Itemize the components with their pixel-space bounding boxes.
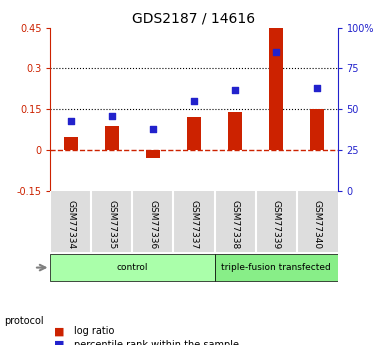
Title: GDS2187 / 14616: GDS2187 / 14616 — [132, 11, 256, 25]
Text: GSM77338: GSM77338 — [230, 200, 239, 249]
Text: GSM77336: GSM77336 — [149, 200, 158, 249]
Point — [191, 98, 197, 104]
FancyBboxPatch shape — [50, 254, 215, 282]
Text: GSM77337: GSM77337 — [189, 200, 199, 249]
Point — [273, 49, 279, 55]
Bar — [269, 25, 283, 150]
FancyBboxPatch shape — [215, 254, 338, 282]
Point — [109, 113, 115, 119]
Bar — [64, 137, 78, 150]
Text: protocol: protocol — [4, 316, 43, 326]
Text: GSM77339: GSM77339 — [272, 200, 281, 249]
Text: log ratio: log ratio — [74, 326, 114, 336]
Bar — [187, 117, 201, 150]
Point — [232, 87, 238, 92]
Bar — [146, 150, 160, 158]
Bar — [105, 126, 119, 150]
Text: GSM77340: GSM77340 — [313, 200, 322, 249]
Text: control: control — [117, 263, 148, 272]
Text: triple-fusion transfected: triple-fusion transfected — [221, 263, 331, 272]
Text: GSM77335: GSM77335 — [107, 200, 116, 249]
Point — [314, 85, 320, 91]
Text: ■: ■ — [54, 340, 65, 345]
Bar — [310, 109, 324, 150]
Text: GSM77334: GSM77334 — [66, 200, 75, 249]
Bar — [228, 112, 242, 150]
Point — [68, 118, 74, 124]
Point — [150, 126, 156, 132]
Text: ■: ■ — [54, 326, 65, 336]
Text: percentile rank within the sample: percentile rank within the sample — [74, 340, 239, 345]
